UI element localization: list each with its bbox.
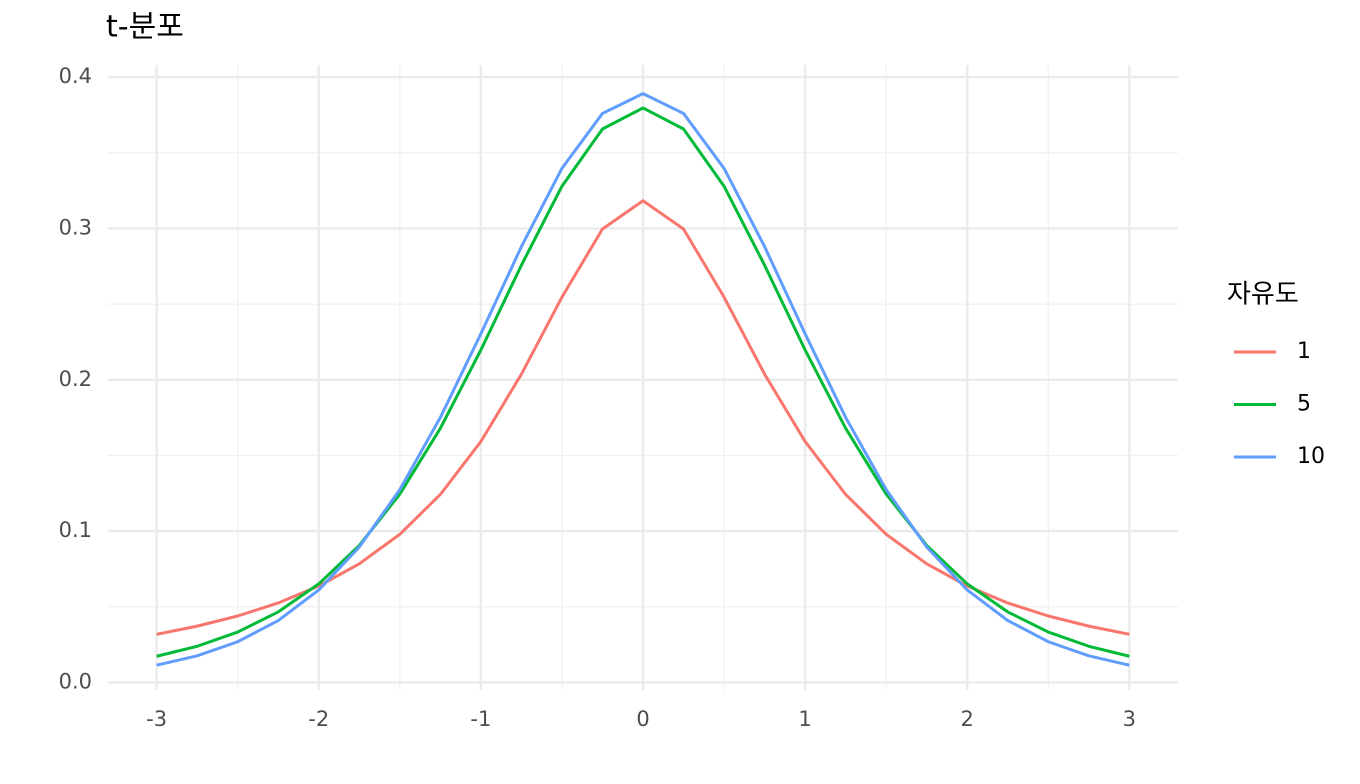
y-tick-label: 0.2 [59, 367, 92, 391]
x-tick-label: -2 [308, 707, 329, 731]
x-tick-label: -3 [146, 707, 167, 731]
legend-label: 1 [1297, 339, 1311, 364]
legend-label: 10 [1297, 444, 1325, 469]
x-tick-label: 2 [961, 707, 974, 731]
x-tick-label: 1 [798, 707, 811, 731]
chart-title: t-분포 [106, 10, 184, 45]
series-line [156, 199, 1130, 636]
x-tick-label: 0 [636, 707, 649, 731]
y-tick-label: 0.0 [59, 669, 92, 693]
y-tick-label: 0.1 [59, 518, 92, 542]
legend-title: 자유도 [1227, 280, 1299, 310]
y-tick-label: 0.3 [59, 215, 92, 239]
series-line [156, 92, 1130, 667]
x-tick-label: -1 [470, 707, 491, 731]
x-tick-label: 3 [1123, 707, 1136, 731]
y-tick-label: 0.4 [59, 64, 92, 88]
legend-label: 5 [1297, 392, 1311, 417]
series-line [156, 106, 1130, 658]
